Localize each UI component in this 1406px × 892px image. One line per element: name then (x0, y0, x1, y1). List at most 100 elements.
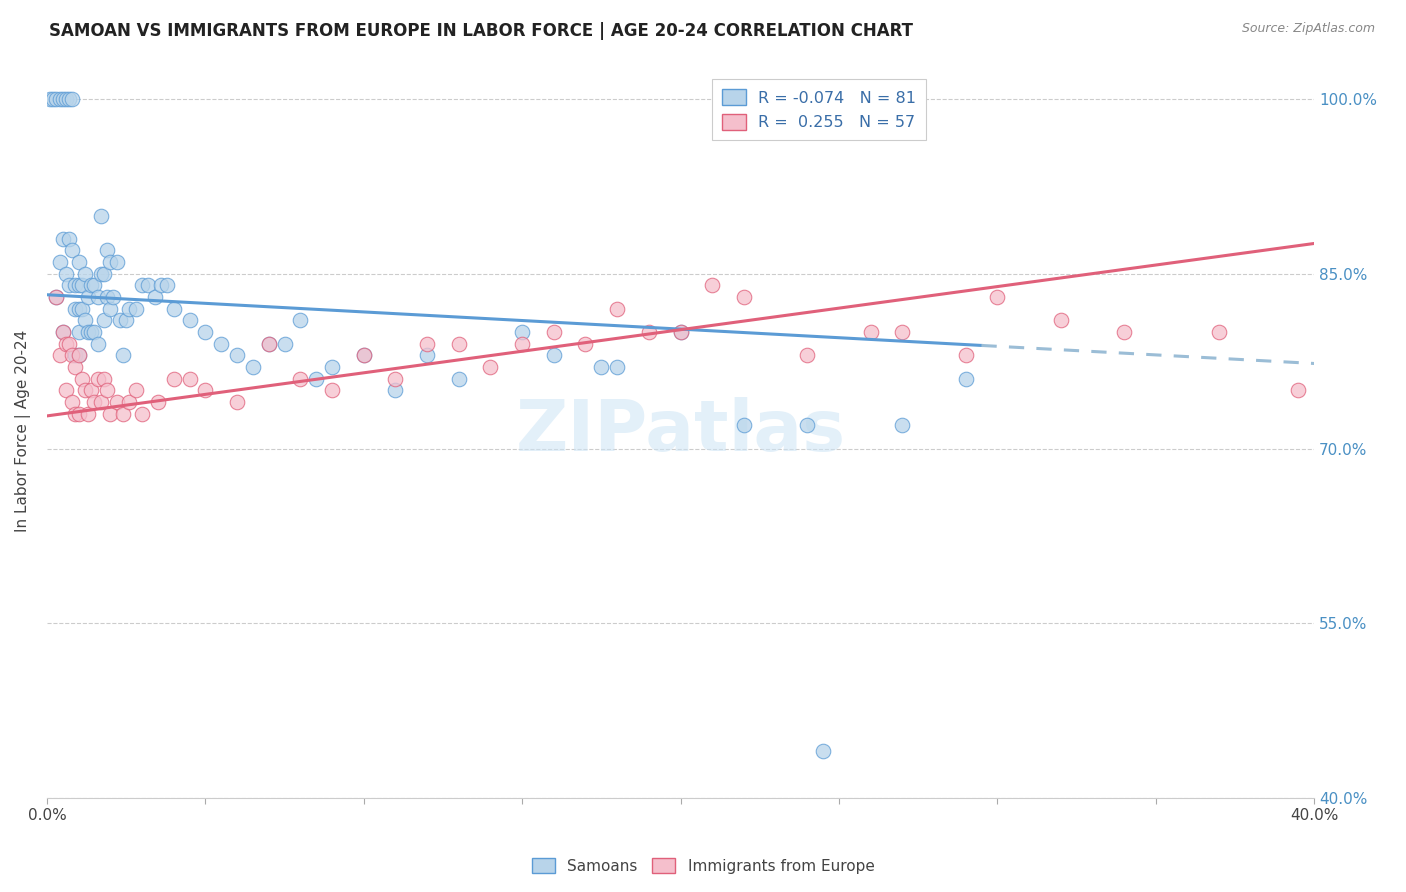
Point (510, 336, 533, 351)
Point (353, 348, 375, 362)
Point (257, 336, 280, 351)
Point (1049, 313, 1071, 327)
Point (96, 384, 118, 398)
Point (891, 325, 914, 339)
Text: ZIPatlas: ZIPatlas (516, 397, 845, 466)
Point (80, 384, 103, 398)
Text: SAMOAN VS IMMIGRANTS FROM EUROPE IN LABOR FORCE | AGE 20-24 CORRELATION CHART: SAMOAN VS IMMIGRANTS FROM EUROPE IN LABO… (49, 22, 914, 40)
Point (796, 418, 818, 433)
Point (124, 301, 146, 316)
Point (55, 92, 77, 106)
Point (65, 348, 87, 362)
Point (93, 313, 115, 327)
Point (98, 255, 121, 269)
Point (209, 336, 232, 351)
Point (67, 407, 90, 421)
Point (859, 325, 882, 339)
Point (891, 418, 914, 433)
Point (77, 325, 100, 339)
Point (384, 384, 406, 398)
Y-axis label: In Labor Force | Age 20-24: In Labor Force | Age 20-24 (15, 330, 31, 533)
Point (447, 371, 470, 385)
Point (45, 290, 67, 304)
Point (179, 313, 201, 327)
Point (65, 407, 87, 421)
Point (290, 313, 312, 327)
Point (591, 359, 613, 374)
Point (48, 348, 70, 362)
Point (67, 348, 90, 362)
Point (194, 325, 217, 339)
Point (86, 371, 108, 385)
Point (156, 278, 179, 293)
Point (73, 267, 96, 281)
Point (131, 407, 153, 421)
Point (353, 348, 375, 362)
Point (80, 278, 103, 293)
Point (150, 278, 173, 293)
Point (65, 301, 87, 316)
Point (796, 348, 818, 362)
Point (108, 313, 131, 327)
Point (96, 244, 118, 258)
Point (93, 371, 115, 385)
Point (702, 278, 724, 293)
Text: Source: ZipAtlas.com: Source: ZipAtlas.com (1241, 22, 1375, 36)
Point (83, 325, 105, 339)
Point (955, 371, 977, 385)
Point (733, 418, 755, 433)
Point (48, 255, 70, 269)
Point (105, 395, 128, 409)
Point (479, 359, 502, 374)
Point (55, 267, 77, 281)
Point (257, 336, 280, 351)
Point (226, 348, 249, 362)
Point (115, 313, 138, 327)
Point (77, 290, 100, 304)
Point (45, 290, 67, 304)
Point (90, 267, 112, 281)
Point (52, 232, 75, 246)
Point (163, 371, 186, 385)
Point (986, 290, 1008, 304)
Point (58, 92, 80, 106)
Point (111, 348, 134, 362)
Point (67, 255, 90, 269)
Point (143, 290, 166, 304)
Point (1112, 325, 1135, 339)
Point (70, 371, 93, 385)
Point (637, 325, 659, 339)
Point (73, 384, 96, 398)
Point (543, 348, 565, 362)
Point (118, 301, 141, 316)
Point (86, 290, 108, 304)
Point (83, 395, 105, 409)
Point (65, 278, 87, 293)
Point (510, 325, 533, 339)
Point (733, 290, 755, 304)
Point (124, 384, 146, 398)
Point (669, 325, 692, 339)
Point (60, 348, 83, 362)
Point (96, 290, 118, 304)
Point (67, 325, 90, 339)
Point (131, 278, 153, 293)
Point (90, 395, 112, 409)
Point (146, 395, 169, 409)
Point (52, 325, 75, 339)
Point (179, 371, 201, 385)
Point (65, 359, 87, 374)
Legend: R = -0.074   N = 81, R =  0.255   N = 57: R = -0.074 N = 81, R = 0.255 N = 57 (711, 79, 927, 140)
Point (73, 313, 96, 327)
Point (226, 395, 249, 409)
Point (669, 325, 692, 339)
Point (811, 744, 834, 758)
Point (52, 325, 75, 339)
Point (55, 384, 77, 398)
Point (242, 359, 264, 374)
Point (447, 336, 470, 351)
Point (606, 359, 628, 374)
Point (70, 301, 93, 316)
Point (60, 395, 83, 409)
Point (58, 278, 80, 293)
